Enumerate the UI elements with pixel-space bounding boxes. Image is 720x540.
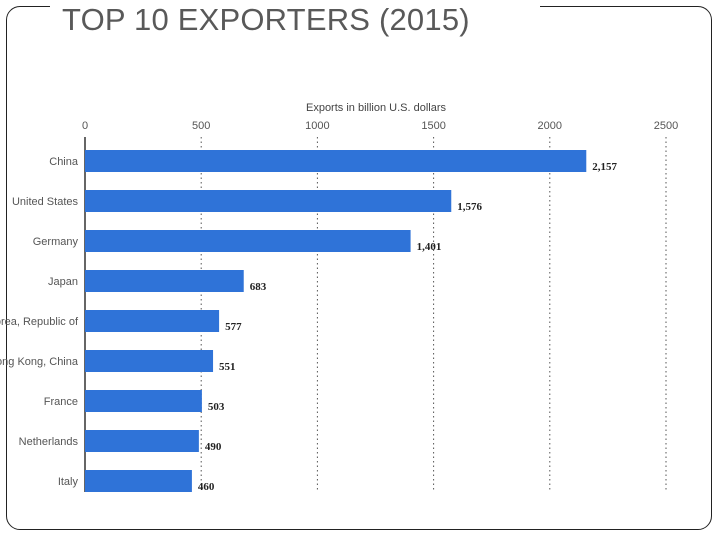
title-background (50, 0, 540, 40)
data-label-hong-kong-china: 551 (219, 361, 236, 373)
category-label-france: France (44, 396, 78, 408)
category-label-china: China (49, 156, 79, 168)
category-label-italy: Italy (58, 476, 79, 488)
bar-hong-kong-china (85, 350, 214, 372)
data-label-korea-republic-of: 577 (225, 321, 242, 333)
category-label-netherlands: Netherlands (19, 436, 79, 448)
data-label-italy: 460 (198, 481, 215, 493)
bar-italy (85, 470, 192, 492)
page-title: TOP 10 EXPORTERS (2015) (62, 2, 470, 37)
x-tick-label-1000: 1000 (305, 120, 329, 132)
bar-germany (85, 230, 411, 252)
category-label-layer: China United States Germany Japan Korea, Rep… (0, 156, 79, 488)
category-label-hong-kong-china: Hong Kong, China (0, 356, 79, 368)
data-label-united-states: 1,576 (457, 201, 482, 213)
category-label-united-states: United States (12, 196, 79, 208)
data-label-netherlands: 490 (205, 441, 222, 453)
category-label-japan: Japan (48, 276, 78, 288)
category-label-korea-republic-of: Korea, Republic of (0, 316, 79, 328)
bar-france (85, 390, 202, 412)
bar-korea-republic-of (85, 310, 220, 332)
bar-china (85, 150, 587, 172)
bar-netherlands (85, 430, 199, 452)
x-axis-title: Exports in billion U.S. dollars (306, 102, 447, 114)
bar-layer (85, 150, 587, 492)
data-label-layer: 2,157 1,576 1,401 683 577 551 503 490 460 (198, 161, 618, 493)
tick-label-layer: 0 500 1000 1500 2000 2500 (82, 120, 678, 132)
bar-japan (85, 270, 244, 292)
x-tick-label-0: 0 (82, 120, 88, 132)
x-tick-label-1500: 1500 (421, 120, 445, 132)
data-label-china: 2,157 (592, 161, 617, 173)
data-label-france: 503 (208, 401, 225, 413)
data-label-japan: 683 (250, 281, 267, 293)
x-tick-label-500: 500 (192, 120, 210, 132)
x-tick-label-2000: 2000 (538, 120, 562, 132)
data-label-germany: 1,401 (417, 241, 442, 253)
category-label-germany: Germany (33, 236, 79, 248)
bar-united-states (85, 190, 452, 212)
x-tick-label-2500: 2500 (654, 120, 678, 132)
